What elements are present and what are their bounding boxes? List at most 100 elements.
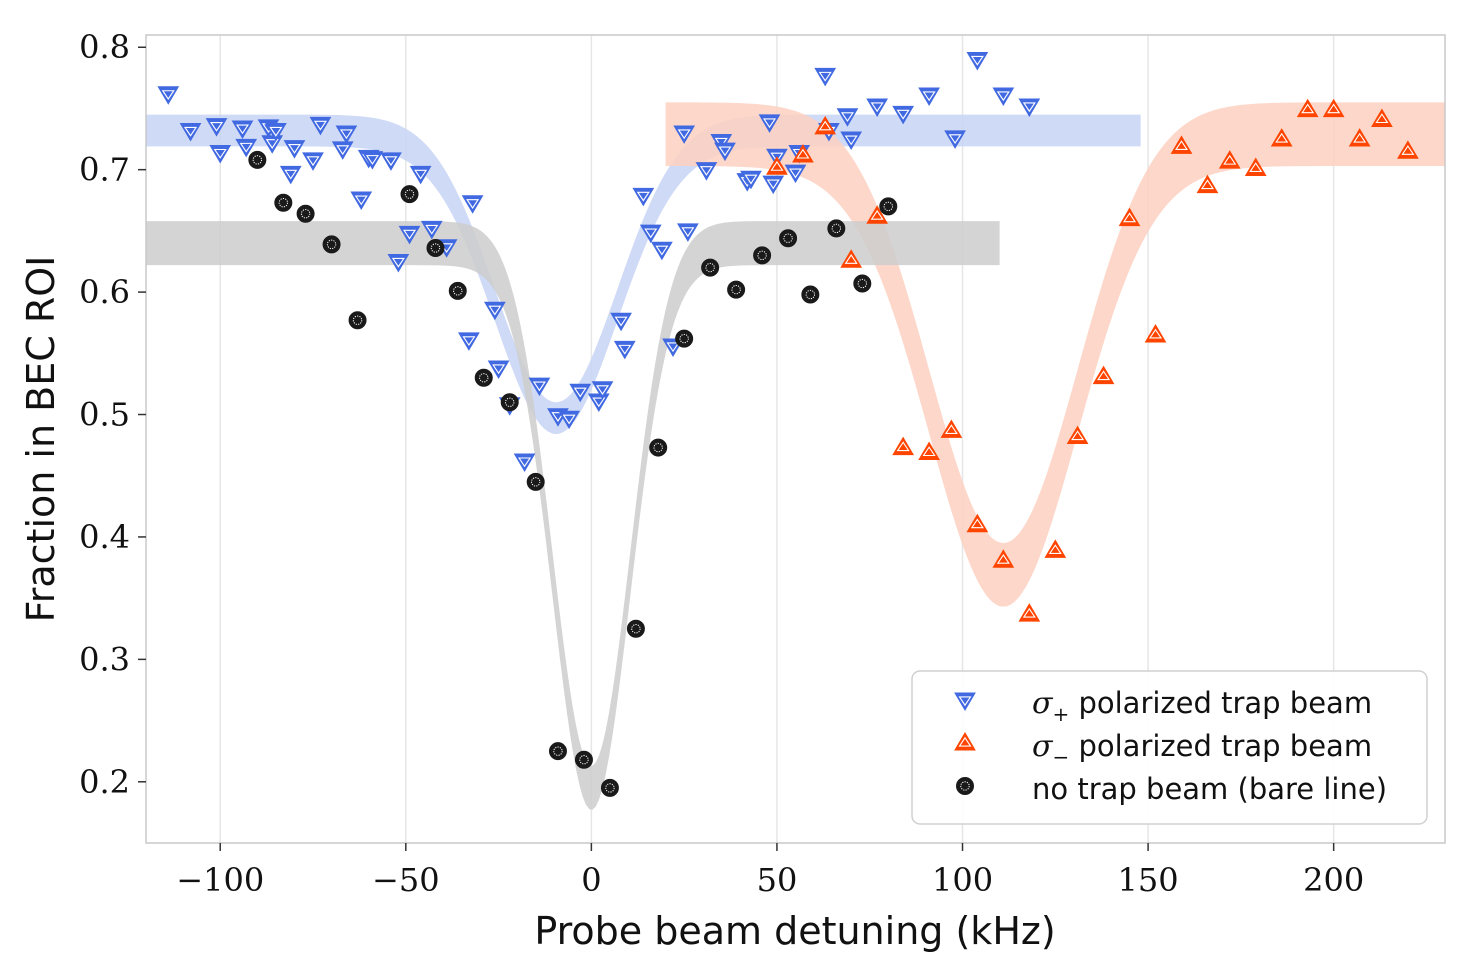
data-point-sigma-plus [513, 453, 536, 473]
data-point-sigma-plus [484, 301, 506, 321]
data-point-sigma-plus [944, 130, 966, 149]
data-point-no-trap [248, 150, 267, 169]
data-point-sigma-plus [302, 152, 324, 171]
data-point-sigma-minus [892, 436, 915, 456]
data-point-sigma-plus [380, 152, 402, 171]
data-point-sigma-minus [1018, 603, 1041, 622]
data-point-sigma-minus [1348, 128, 1371, 147]
data-point-no-trap [348, 311, 367, 330]
data-point-sigma-plus [651, 241, 673, 261]
plot-frame [145, 34, 1446, 844]
legend-entry-sigma-plus: σ+ polarized trap beam [1032, 686, 1372, 726]
legend-box [911, 670, 1428, 825]
data-point-sigma-minus [1144, 323, 1167, 343]
data-point-sigma-plus [528, 377, 551, 397]
data-point-sigma-plus [714, 142, 736, 162]
data-point-sigma-plus [840, 131, 863, 151]
data-point-sigma-plus [784, 164, 807, 184]
y-axis-label: Fraction in BEC ROI [19, 256, 63, 623]
x-tick-label: −50 [372, 861, 440, 899]
data-point-sigma-plus [632, 187, 655, 207]
data-point-sigma-minus [1092, 365, 1115, 385]
x-tick-label: 0 [581, 861, 601, 899]
data-point-sigma-minus [992, 549, 1015, 568]
data-point-no-trap [474, 368, 493, 387]
legend-entry-sigma-minus-symbol: σ [1032, 729, 1054, 764]
data-point-no-trap [801, 285, 820, 304]
y-tick-label: 0.5 [79, 396, 130, 434]
fit-bands [146, 102, 1445, 810]
data-point-sigma-plus [350, 191, 373, 211]
data-point-no-trap [574, 750, 593, 769]
legend-entry-sigma-plus-text: polarized trap beam [1069, 686, 1372, 720]
data-point-sigma-plus [676, 223, 699, 242]
legend-entry-no-trap: no trap beam (bare line) [1032, 772, 1387, 806]
legend-entry-sigma-plus-symbol: σ [1032, 686, 1054, 721]
data-point-sigma-minus [918, 441, 940, 460]
data-point-sigma-plus [587, 393, 610, 413]
y-tick-label: 0.4 [79, 518, 130, 556]
legend: σ+ polarized trap beam σ− polarized trap… [911, 670, 1428, 825]
data-point-no-trap [322, 235, 341, 254]
data-point-sigma-minus [940, 419, 963, 438]
y-tick-label: 0.8 [79, 28, 130, 66]
data-point-sigma-minus [1322, 98, 1345, 118]
data-point-no-trap [649, 438, 668, 457]
x-tick-label: 150 [1118, 861, 1179, 899]
data-point-sigma-minus [1244, 157, 1267, 176]
data-point-sigma-plus [966, 51, 989, 71]
data-point-sigma-plus [639, 224, 662, 244]
data-point-no-trap [400, 185, 419, 204]
data-point-sigma-plus [814, 67, 837, 87]
legend-entry-sigma-minus-text: polarized trap beam [1069, 729, 1372, 763]
y-tick-label: 0.3 [79, 640, 130, 678]
y-tick-label: 0.7 [79, 151, 130, 189]
data-point-sigma-minus [792, 143, 814, 163]
x-axis-label: Probe beam detuning (kHz) [534, 909, 1055, 953]
legend-marker-sigma-minus [954, 732, 976, 751]
data-point-no-trap [448, 281, 467, 300]
data-point-sigma-plus [235, 138, 258, 158]
data-point-no-trap [626, 619, 645, 638]
data-point-sigma-plus [231, 120, 254, 140]
data-point-no-trap [827, 219, 846, 238]
data-point-no-trap [879, 197, 898, 216]
data-point-no-trap [727, 280, 746, 299]
data-point-sigma-plus [157, 86, 180, 105]
data-point-sigma-minus [1218, 150, 1241, 169]
data-point-sigma-minus [766, 156, 788, 175]
data-point-sigma-plus [740, 170, 762, 190]
data-point-sigma-plus [309, 116, 332, 136]
data-point-no-trap [853, 274, 872, 293]
data-point-no-trap [675, 329, 694, 348]
data-point-sigma-plus [398, 225, 421, 245]
data-point-sigma-plus [279, 165, 302, 185]
data-point-sigma-minus [866, 205, 889, 224]
data-point-no-trap [500, 393, 519, 412]
axis-ticks: −100 −50 0 50 100 150 200 0.2 0.3 0.4 0.5 0.6 0.7 0.8 [79, 28, 1364, 899]
data-point-sigma-minus [1397, 140, 1419, 159]
data-point-sigma-plus [1018, 98, 1041, 117]
data-point-sigma-minus [814, 115, 837, 135]
legend-marker-symbol [954, 692, 976, 711]
y-tick-label: 0.6 [79, 273, 130, 311]
data-point-sigma-plus [866, 98, 889, 117]
data-point-no-trap [548, 742, 567, 761]
data-point-sigma-plus [179, 122, 202, 142]
data-point-sigma-plus [613, 340, 636, 360]
x-tick-label: −100 [176, 861, 264, 899]
data-point-no-trap [274, 193, 293, 212]
data-point-sigma-minus [1066, 425, 1089, 445]
data-point-sigma-plus [558, 410, 580, 430]
data-point-sigma-plus [283, 140, 306, 159]
data-point-no-trap [753, 246, 772, 265]
data-point-sigma-minus [1371, 108, 1393, 127]
x-tick-label: 100 [932, 861, 993, 899]
data-point-sigma-plus [209, 145, 232, 164]
legend-marker-sigma-plus [954, 692, 976, 711]
legend-entry-sigma-minus: σ− polarized trap beam [1032, 729, 1372, 769]
data-point-sigma-plus [992, 87, 1015, 106]
legend-marker-no-trap [956, 777, 974, 795]
data-point-no-trap [701, 258, 720, 277]
